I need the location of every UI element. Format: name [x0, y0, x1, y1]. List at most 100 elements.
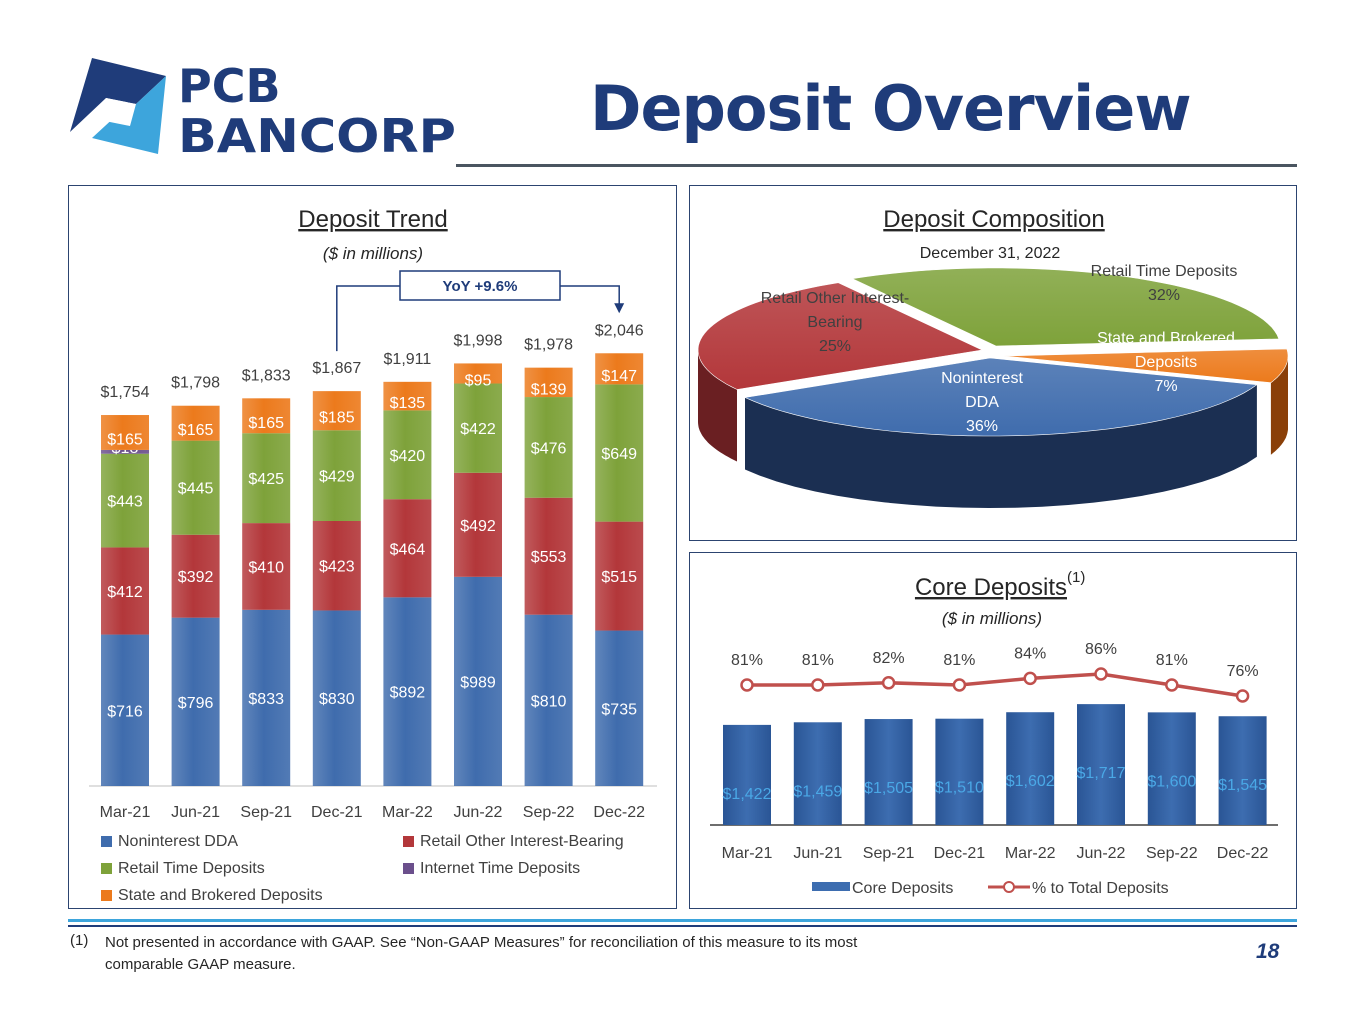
footnote-text: Not presented in accordance with GAAP. S…: [105, 934, 858, 973]
pie-slice-label: Retail Other Interest-: [761, 290, 910, 307]
trend-bar-segment: [454, 383, 502, 473]
pie-slice-label: Deposits: [1135, 354, 1197, 371]
core-bar: [1006, 712, 1055, 825]
yoy-arrowhead: [614, 303, 625, 314]
trend-bar-segment: [171, 440, 220, 535]
trend-bar-segment: [242, 523, 291, 610]
trend-data-label: $147: [601, 368, 637, 385]
pie-slice: [1003, 348, 1289, 384]
trend-data-label: $420: [390, 448, 426, 465]
core-x-tick: Mar-21: [722, 845, 773, 862]
pct-marker: [952, 678, 967, 692]
trend-data-label: $423: [319, 559, 355, 576]
trend-x-tick: Mar-21: [100, 804, 151, 821]
core-bar-label: $1,545: [1218, 777, 1267, 794]
trend-bar-segment: [171, 405, 220, 441]
pct-label: 81%: [802, 652, 834, 669]
core-x-tick: Dec-22: [1217, 845, 1269, 862]
trend-data-label: $989: [460, 674, 496, 691]
core-bar-label: $1,505: [864, 780, 913, 797]
pct-marker: [811, 678, 825, 692]
trend-x-tick: Dec-21: [311, 804, 363, 821]
core-bar-label: $1,422: [723, 786, 772, 803]
pct-label: 81%: [943, 652, 975, 669]
core-deposits-title: Core Deposits: [915, 574, 1067, 601]
pct-marker: [1235, 689, 1250, 703]
page-title: Deposit Overview: [590, 72, 1192, 145]
trend-bar-segment: [312, 430, 361, 521]
trend-bar-segment: [312, 520, 361, 611]
trend-data-label: $515: [601, 569, 637, 586]
pct-marker: [1165, 678, 1179, 692]
page-number: 18: [1256, 940, 1280, 963]
trend-data-label: $492: [460, 518, 496, 535]
core-bar-label: $1,510: [935, 780, 984, 797]
trend-bar-segment: [383, 499, 432, 598]
trend-bar-segment: [383, 597, 432, 786]
footer-rule-dark: [68, 925, 1297, 927]
pct-marker: [881, 676, 896, 690]
legend-label: Internet Time Deposits: [420, 860, 580, 877]
pct-line: [747, 672, 1243, 698]
trend-total-label: $1,833: [242, 367, 291, 384]
legend-swatch: [403, 836, 414, 847]
core-deposits-subtitle: ($ in millions): [942, 609, 1042, 628]
core-bar: [935, 718, 984, 825]
trend-total-label: $1,867: [312, 360, 361, 377]
pie-slice-side: [698, 350, 737, 462]
trend-bar-segment: [454, 363, 502, 384]
trend-total-label: $1,911: [384, 351, 432, 368]
trend-data-label: $139: [531, 381, 567, 398]
core-x-tick: Dec-21: [934, 845, 986, 862]
trend-bar-segment: [101, 415, 149, 450]
trend-data-label: $165: [178, 422, 214, 439]
trend-total-label: $1,998: [454, 332, 503, 349]
trend-bar-segment: [242, 433, 291, 524]
trend-bar-segment: [454, 472, 502, 577]
footer-rule-light: [68, 919, 1297, 922]
trend-data-label: $830: [319, 691, 355, 708]
trend-total-label: $2,046: [595, 322, 644, 339]
trend-bar-segment: [101, 449, 149, 454]
core-x-tick: Sep-22: [1146, 845, 1198, 862]
legend-swatch-marker: [1003, 881, 1015, 893]
core-bar: [1218, 716, 1267, 825]
pie-slice-label: 25%: [819, 338, 851, 355]
trend-bar-segment: [312, 610, 361, 786]
core-bar: [793, 722, 842, 825]
trend-total-label: $1,978: [524, 337, 573, 354]
trend-data-label: $425: [248, 471, 284, 488]
trend-bar-segment: [242, 609, 291, 786]
legend-swatch: [403, 863, 414, 874]
pie-slice-label: 7%: [1154, 378, 1177, 395]
trend-total-label: $1,798: [171, 375, 220, 392]
trend-data-label: $429: [319, 469, 355, 486]
trend-bar-segment: [524, 397, 573, 498]
trend-bar-segment: [312, 391, 361, 431]
footnote-marker: (1): [70, 932, 89, 949]
logo-line-2: BANCORP: [178, 109, 456, 163]
pie-slice-label: Retail Time Deposits: [1091, 263, 1238, 280]
core-deposits-chart: Core Deposits (1) ($ in millions) $1,422…: [710, 569, 1278, 897]
trend-data-label: $735: [601, 701, 637, 718]
logo-mark-dark: [70, 58, 166, 132]
deposit-composition-chart: Deposit Composition December 31, 2022 No…: [697, 206, 1289, 508]
deposit-trend-title: Deposit Trend: [298, 206, 447, 233]
legend-label: State and Brokered Deposits: [118, 887, 323, 904]
deposit-composition-subtitle: December 31, 2022: [920, 245, 1061, 262]
pct-marker: [740, 678, 754, 692]
trend-data-label: $716: [107, 703, 143, 720]
trend-bar-segment: [524, 367, 573, 398]
trend-data-label: $412: [107, 584, 143, 601]
trend-bar-segment: [595, 521, 644, 631]
pct-label: 86%: [1085, 641, 1117, 658]
core-bar-label: $1,459: [793, 783, 842, 800]
pie-slice-side: [745, 384, 1257, 508]
trend-data-label: $95: [465, 372, 492, 389]
trend-data-label: $553: [531, 549, 567, 566]
legend-swatch-core: [812, 882, 850, 891]
pie-slice-label: Bearing: [807, 314, 862, 331]
pct-label: 82%: [873, 650, 905, 667]
trend-data-label: $476: [531, 440, 567, 457]
trend-x-tick: Mar-22: [382, 804, 433, 821]
